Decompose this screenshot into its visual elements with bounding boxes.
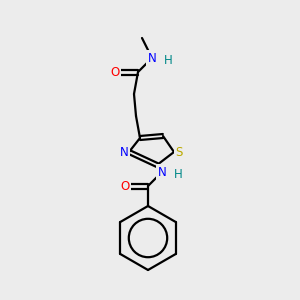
Text: H: H xyxy=(174,167,182,181)
Text: N: N xyxy=(120,146,128,160)
Text: O: O xyxy=(120,179,130,193)
Text: O: O xyxy=(110,65,120,79)
Text: N: N xyxy=(158,166,166,178)
Text: N: N xyxy=(148,52,156,64)
Text: S: S xyxy=(175,146,183,160)
Text: H: H xyxy=(164,53,172,67)
